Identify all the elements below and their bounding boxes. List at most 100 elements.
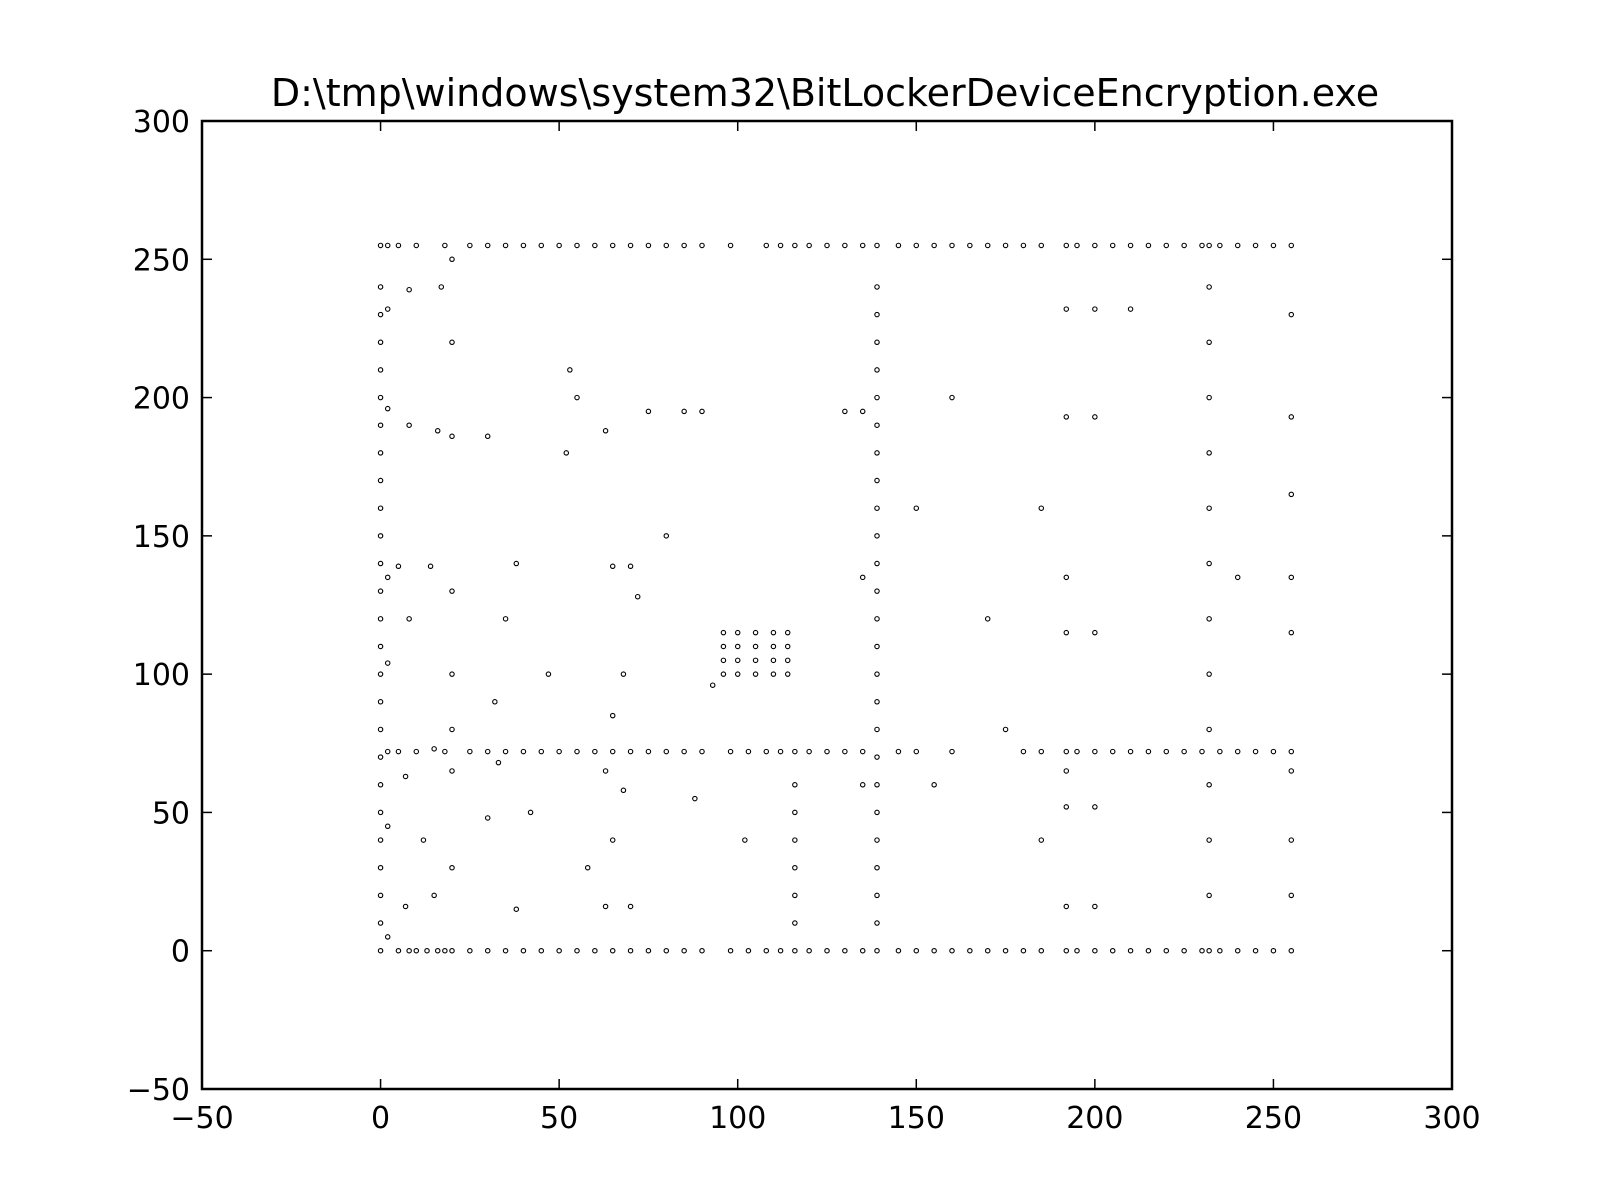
x-tick-label: 150 xyxy=(888,1101,945,1136)
data-point xyxy=(467,242,473,249)
data-point xyxy=(1199,947,1205,954)
data-point xyxy=(1163,748,1170,755)
data-point xyxy=(931,782,937,788)
data-point xyxy=(1252,748,1259,755)
data-point xyxy=(1181,947,1187,954)
data-point xyxy=(1063,748,1070,755)
data-point xyxy=(502,748,509,755)
y-tick-label: 250 xyxy=(133,243,190,278)
data-point xyxy=(434,947,441,954)
data-point xyxy=(513,560,520,567)
data-point xyxy=(1020,242,1027,249)
data-point xyxy=(874,726,880,733)
data-point xyxy=(513,906,520,912)
data-point xyxy=(384,660,391,666)
data-point xyxy=(1252,242,1259,249)
data-point xyxy=(574,947,580,954)
data-point xyxy=(427,563,434,570)
data-point xyxy=(1063,414,1070,420)
data-point xyxy=(627,242,634,249)
data-point xyxy=(442,947,448,954)
data-point xyxy=(734,629,741,636)
data-point xyxy=(1109,242,1116,249)
data-point xyxy=(895,947,902,954)
data-point xyxy=(874,643,880,650)
data-point xyxy=(520,242,527,249)
data-point xyxy=(770,657,777,664)
data-point xyxy=(699,408,705,415)
data-point xyxy=(709,682,716,688)
data-point xyxy=(556,947,562,954)
data-point xyxy=(1288,748,1295,755)
data-point xyxy=(1020,748,1027,755)
data-point xyxy=(874,892,880,899)
data-point xyxy=(806,947,812,954)
data-point xyxy=(377,947,384,954)
data-point xyxy=(663,947,670,954)
data-point xyxy=(874,311,880,318)
data-point xyxy=(699,242,705,249)
data-point xyxy=(1206,339,1212,346)
data-point xyxy=(874,533,880,539)
data-point xyxy=(1127,748,1134,755)
data-point xyxy=(377,782,384,788)
data-point xyxy=(484,815,491,821)
data-point xyxy=(1206,284,1212,290)
data-point xyxy=(792,242,798,249)
data-point xyxy=(377,284,384,290)
data-point xyxy=(770,629,777,636)
data-point xyxy=(874,754,880,760)
data-point xyxy=(742,837,748,843)
data-point xyxy=(377,477,384,484)
data-point xyxy=(1288,837,1295,843)
data-point xyxy=(824,242,830,249)
data-point xyxy=(1288,629,1295,636)
data-point xyxy=(377,533,384,539)
data-point xyxy=(1234,242,1241,249)
data-point xyxy=(627,903,634,910)
data-point xyxy=(377,837,384,843)
data-point xyxy=(806,748,812,755)
data-point xyxy=(449,339,455,346)
data-point xyxy=(720,643,727,650)
data-point xyxy=(406,616,412,622)
data-point xyxy=(434,428,441,434)
data-point xyxy=(720,657,727,664)
data-point xyxy=(484,242,491,249)
data-point xyxy=(502,947,509,954)
data-point xyxy=(874,699,880,705)
data-point xyxy=(1145,748,1152,755)
data-point xyxy=(663,533,670,539)
x-tick-label: 200 xyxy=(1066,1101,1123,1136)
data-point xyxy=(609,563,616,570)
data-point xyxy=(949,394,955,401)
data-point xyxy=(1092,748,1098,755)
data-point xyxy=(1206,782,1212,788)
data-point xyxy=(752,629,759,636)
data-point xyxy=(620,671,627,677)
data-point xyxy=(859,574,866,581)
data-point xyxy=(584,864,591,871)
x-tick-label: 300 xyxy=(1423,1101,1480,1136)
data-point xyxy=(1288,491,1295,498)
data-point xyxy=(806,242,812,249)
x-tick-label: 50 xyxy=(540,1101,578,1136)
data-point xyxy=(1288,414,1295,420)
data-point xyxy=(377,643,384,650)
data-point xyxy=(842,947,848,954)
data-point xyxy=(527,809,534,816)
data-point xyxy=(1074,947,1080,954)
data-point xyxy=(406,286,412,293)
data-point xyxy=(413,748,420,755)
data-point xyxy=(784,657,791,664)
data-point xyxy=(1234,947,1241,954)
data-point xyxy=(620,787,627,794)
data-point xyxy=(727,947,734,954)
data-point xyxy=(1163,947,1170,954)
data-point xyxy=(1206,837,1212,843)
data-point xyxy=(859,782,866,788)
chart-title: D:\tmp\windows\system32\BitLockerDeviceE… xyxy=(271,71,1379,115)
data-point xyxy=(520,947,527,954)
data-point xyxy=(770,643,777,650)
data-point xyxy=(592,748,598,755)
